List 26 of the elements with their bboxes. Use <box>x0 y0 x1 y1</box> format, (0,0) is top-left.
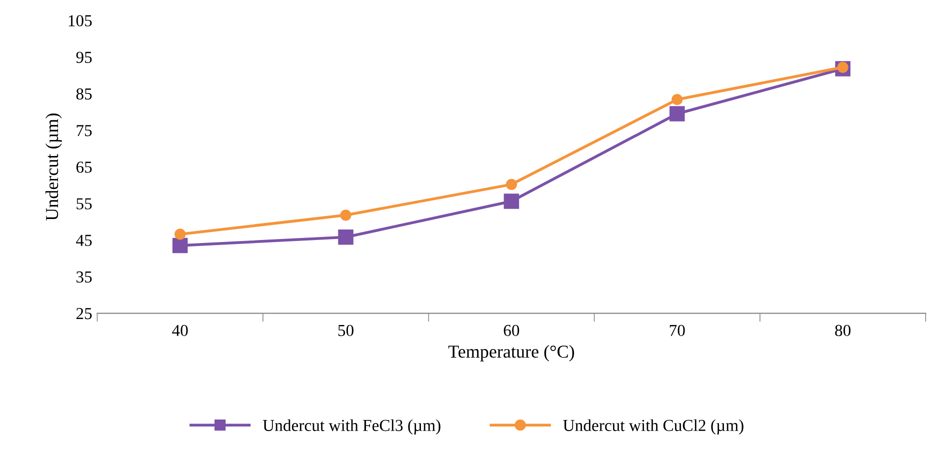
point <box>174 228 186 240</box>
y-tick-label: 75 <box>76 125 92 136</box>
point <box>340 210 352 221</box>
y-axis-title: Undercut (µm) <box>45 114 62 221</box>
y-tick-label: 65 <box>76 162 92 173</box>
point <box>338 229 354 245</box>
y-tick-label: 85 <box>76 88 92 100</box>
x-axis-title: Temperature (°C) <box>448 345 574 362</box>
x-tick-label: 40 <box>172 324 188 336</box>
point <box>669 106 685 122</box>
legend-label: Undercut with FeCl3 (µm) <box>262 419 440 434</box>
x-tick-label: 70 <box>670 324 685 336</box>
y-tick-label: 35 <box>76 271 92 283</box>
y-tick-label: 95 <box>76 52 92 63</box>
x-tick-label: 60 <box>504 324 520 336</box>
y-tick-label: 25 <box>76 308 92 320</box>
point <box>172 238 188 254</box>
x-tick-label: 50 <box>338 324 354 336</box>
y-tick-label: 55 <box>76 198 92 210</box>
point <box>504 194 520 209</box>
point <box>506 178 517 190</box>
x-tick-label: 80 <box>835 324 851 336</box>
point <box>672 94 683 106</box>
y-tick-label: 105 <box>68 15 92 26</box>
y-tick-label: 45 <box>76 234 92 246</box>
legend-label: Undercut with CuCl2 (µm) <box>563 419 744 434</box>
